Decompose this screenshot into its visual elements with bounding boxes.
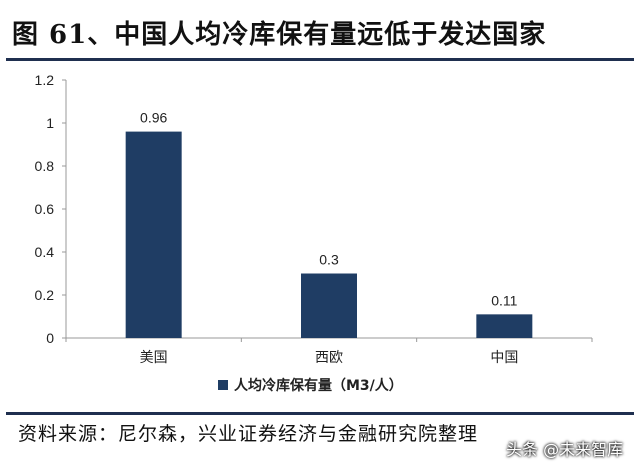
figure-title: 图 61、中国人均冷库保有量远低于发达国家 — [12, 20, 547, 50]
y-tick-label: 0 — [46, 330, 54, 346]
bar — [301, 273, 357, 338]
title-rule — [6, 58, 634, 61]
data-label: 0.3 — [319, 252, 339, 268]
y-tick-label: 1.2 — [35, 72, 55, 88]
y-tick-label: 1 — [46, 115, 54, 131]
y-tick-label: 0.2 — [35, 287, 55, 303]
data-label: 0.96 — [140, 110, 167, 126]
bar-chart: 0 0.2 0.4 0.6 0.8 1 1.2 0.96 美国 0.3 西欧 0.11 中国人均冷库保有… — [35, 72, 593, 394]
data-label: 0.11 — [491, 292, 517, 308]
y-tick-label: 0.8 — [35, 158, 55, 174]
legend-swatch — [218, 380, 228, 390]
bar — [125, 131, 182, 338]
y-tick-label: 0.4 — [35, 244, 55, 260]
x-tick-label: 西欧 — [315, 350, 343, 366]
bar — [476, 314, 533, 338]
watermark: 头条 @未来智库 — [506, 440, 624, 459]
x-tick-label: 中国 — [490, 350, 518, 366]
x-tick-label: 美国 — [140, 350, 168, 366]
source-note: 资料来源：尼尔森，兴业证券经济与金融研究院整理 — [18, 423, 479, 445]
y-tick-label: 0.6 — [35, 201, 55, 217]
legend-label: 人均冷库保有量（M3/人） — [234, 377, 403, 394]
source-rule — [6, 412, 634, 415]
